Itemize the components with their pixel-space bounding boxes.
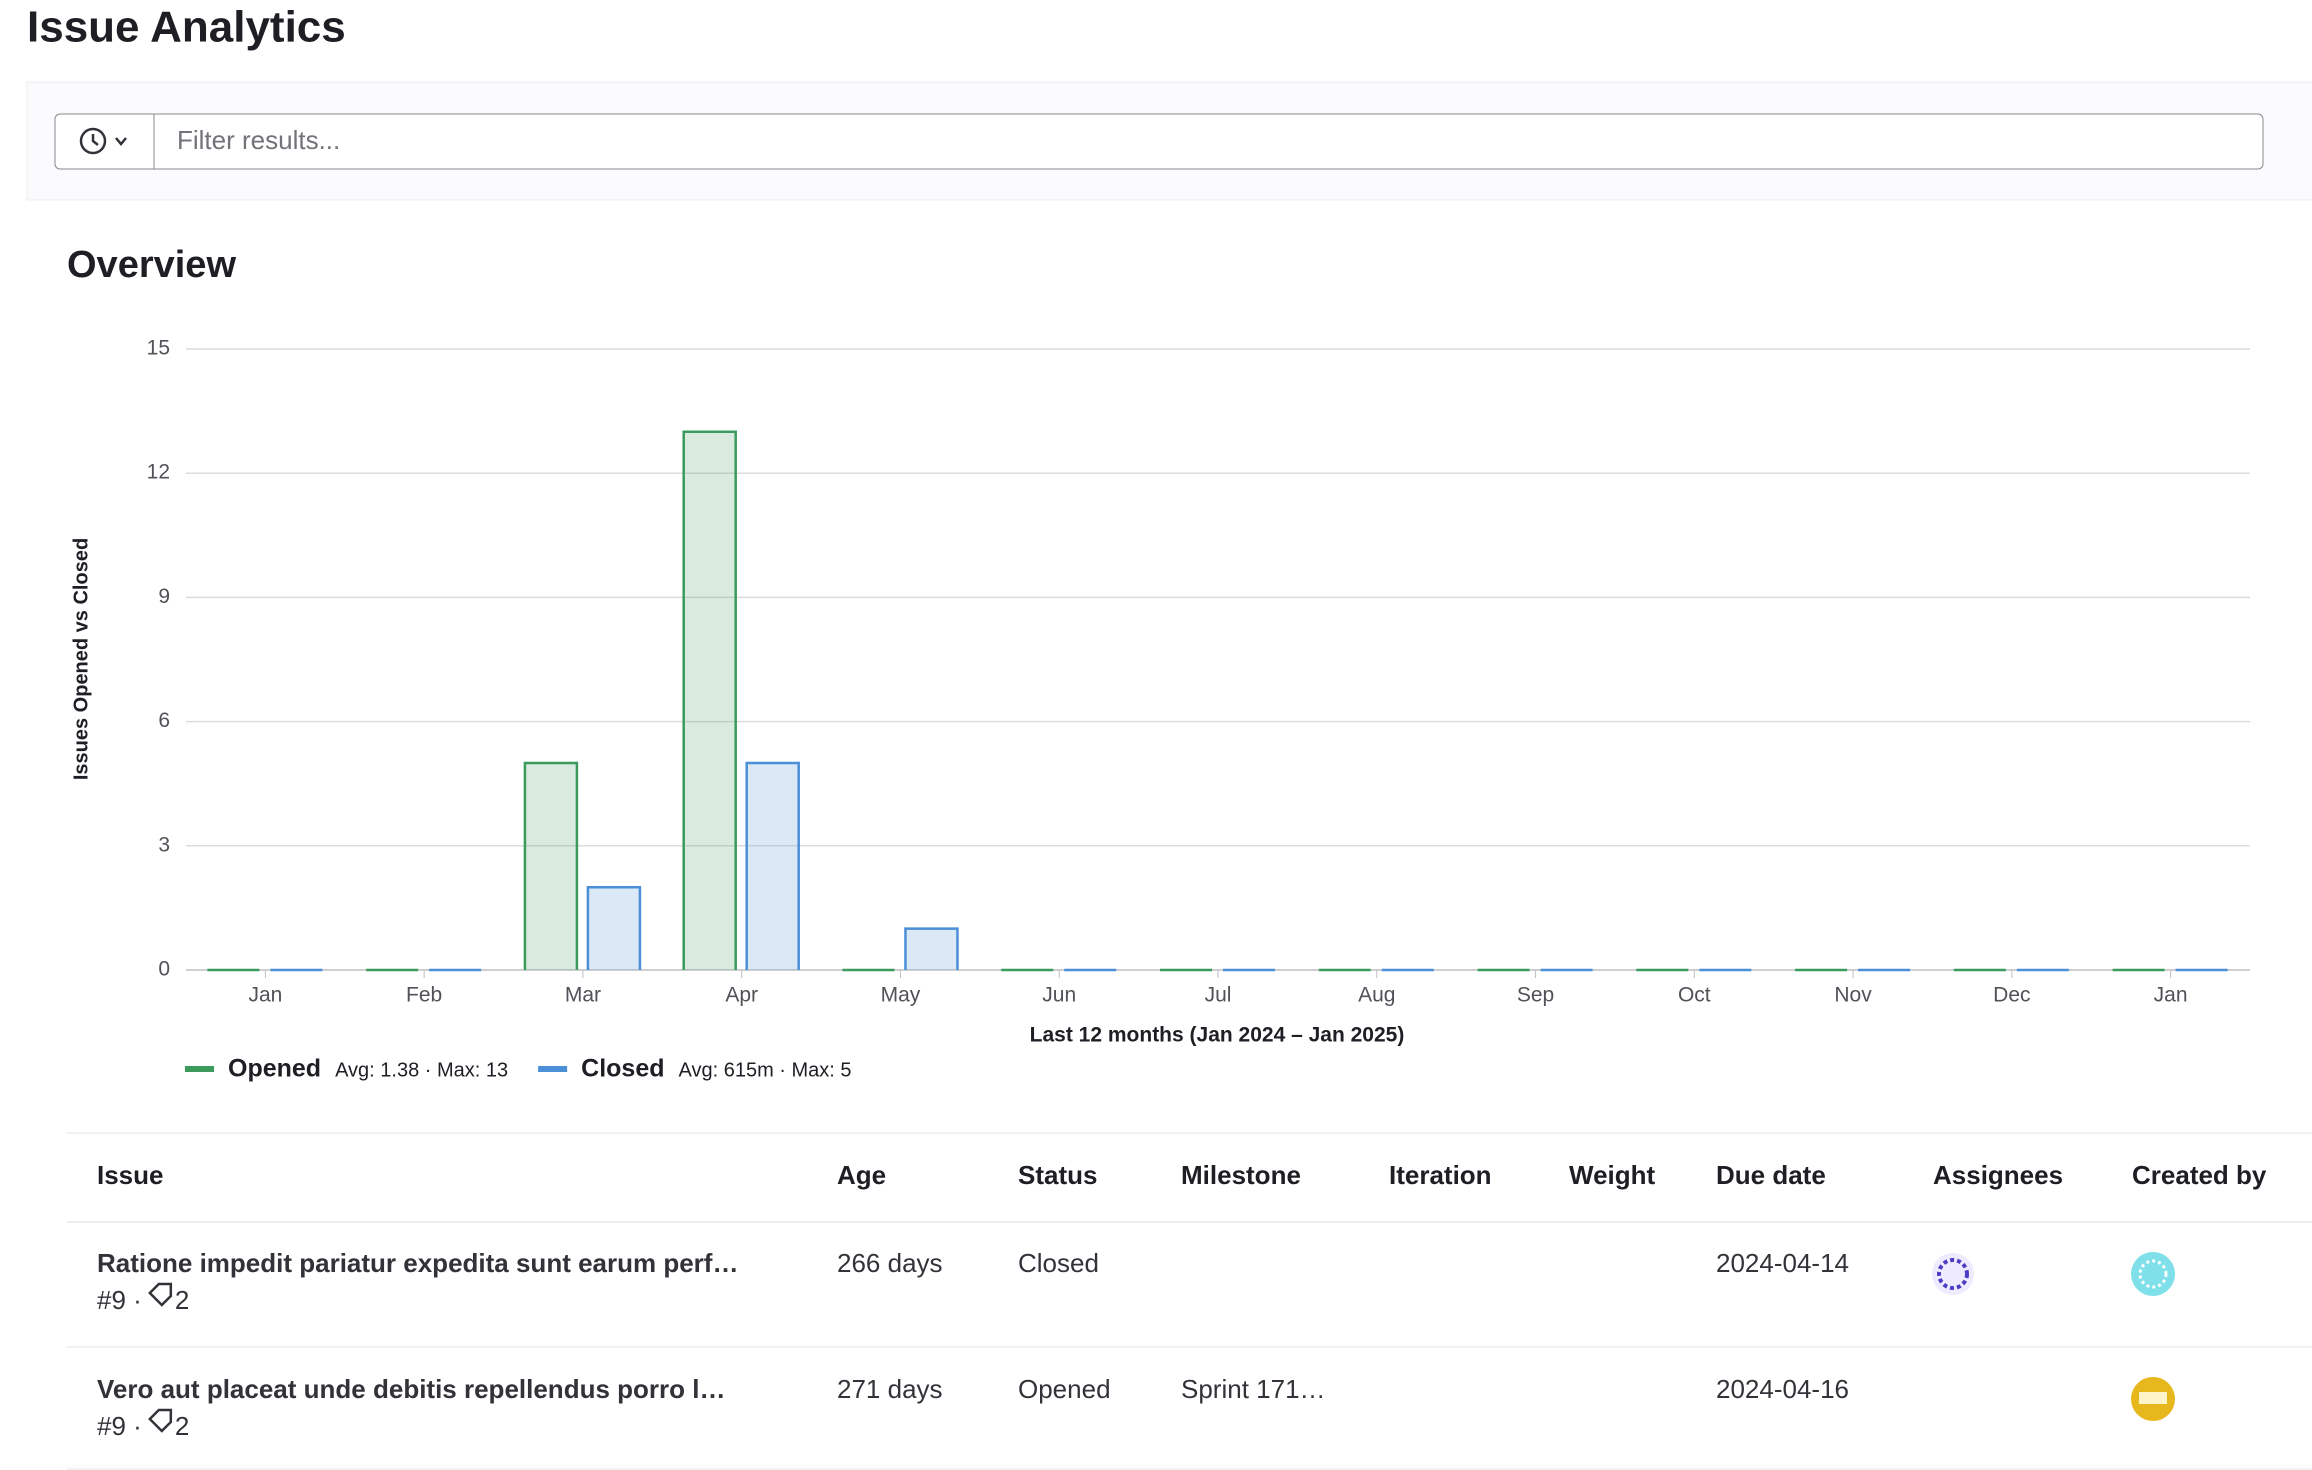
x-tick-label: Jan [2154,984,2188,1007]
legend-swatch [185,1066,214,1072]
avatar [2131,1377,2175,1421]
cell-due: 2024-04-14 [1716,1248,1849,1278]
cell-milestone: Sprint 171… [1181,1374,1326,1404]
y-axis-label: Issues Opened vs Closed [70,538,92,780]
avatar [2131,1252,2175,1296]
cell-due: 2024-04-16 [1716,1374,1849,1404]
label-icon [148,1408,173,1433]
clock-icon [79,127,107,155]
cell-age: 271 days [837,1374,943,1404]
issue-title[interactable]: Ratione impedit pariatur expedita sunt e… [97,1248,738,1278]
y-tick-label: 6 [158,709,170,732]
bar [523,761,579,970]
column-header[interactable]: Due date [1716,1160,1826,1190]
x-tick-label: Jan [248,984,282,1007]
x-tick-label: Oct [1678,984,1711,1007]
column-header[interactable]: Status [1018,1160,1097,1190]
chevron-icon [91,134,127,146]
legend-stats: Avg: 1.38 · Max: 13 [335,1059,508,1081]
cell-age: 266 days [837,1248,943,1278]
label-count: 2 [175,1411,189,1441]
bar [745,761,800,970]
column-header[interactable]: Milestone [1181,1160,1301,1190]
x-axis-label: Last 12 months (Jan 2024 – Jan 2025) [1030,1024,1405,1047]
y-tick-label: 15 [147,337,170,360]
y-tick-label: 9 [158,585,170,608]
y-tick-label: 0 [158,958,170,981]
x-tick-label: Feb [406,984,442,1007]
history-button[interactable] [79,127,127,155]
bar [904,927,959,970]
avatar [1932,1253,1974,1295]
x-tick-label: Mar [565,984,601,1007]
y-tick-label: 12 [147,461,170,484]
filter-box[interactable] [54,113,2264,170]
x-tick-label: Sep [1517,984,1554,1007]
cell-status: Opened [1018,1374,1111,1404]
x-tick-label: May [881,984,921,1007]
legend-label[interactable]: Closed [581,1055,664,1083]
legend-swatch [538,1066,568,1072]
x-tick-label: Jul [1205,984,1232,1007]
x-tick-label: Jun [1042,984,1076,1007]
label-count: 2 [175,1285,189,1315]
section-title: Overview [67,244,236,286]
bar [682,430,737,970]
cell-status: Closed [1018,1248,1099,1278]
column-header[interactable]: Created by [2132,1160,2267,1190]
column-header[interactable]: Assignees [1933,1160,2063,1190]
issue-ref: #9 · [97,1285,142,1315]
x-tick-label: Apr [725,984,758,1007]
issue-ref: #9 · [97,1411,142,1441]
column-header[interactable]: Age [837,1160,886,1190]
legend-label[interactable]: Opened [228,1055,321,1083]
x-tick-label: Aug [1358,984,1395,1007]
label-icon [148,1282,173,1307]
issue-title[interactable]: Vero aut placeat unde debitis repellendu… [97,1374,725,1404]
bar [586,885,642,970]
legend-stats: Avg: 615m · Max: 5 [679,1059,852,1081]
y-tick-label: 3 [158,833,170,856]
x-tick-label: Dec [1993,984,2030,1007]
column-header[interactable]: Weight [1569,1160,1656,1190]
page-title: Issue Analytics [27,3,346,52]
filter-placeholder[interactable]: Filter results... [177,125,340,155]
column-header[interactable]: Issue [97,1160,164,1190]
x-tick-label: Nov [1834,984,1872,1007]
column-header[interactable]: Iteration [1389,1160,1492,1190]
